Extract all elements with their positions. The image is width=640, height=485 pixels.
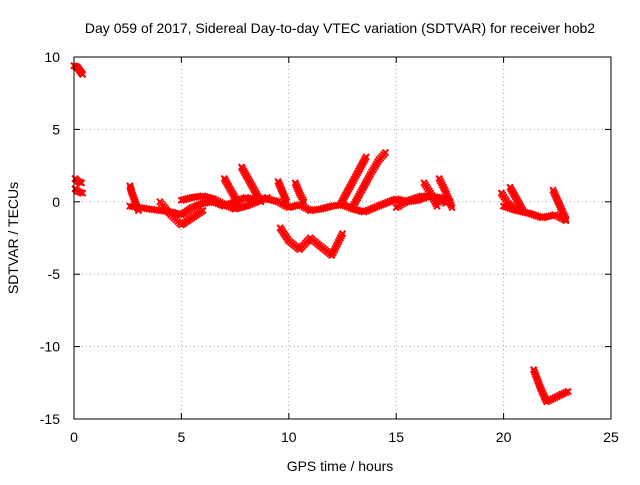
data-point [362,153,370,161]
data-point [77,179,86,187]
x-tick-labels: 0 5 10 15 20 25 [70,429,619,445]
y-tick-label: -10 [40,339,60,355]
data-point [233,198,241,206]
y-axis-label: SDTVAR / TECUs [5,182,21,294]
plot-frame [73,56,612,420]
data-point [282,198,291,206]
x-tick-label: 15 [388,429,404,445]
data-point [78,189,87,197]
y-tick-label: -15 [40,411,60,427]
y-tick-label: 0 [52,194,60,210]
data-point [519,206,527,215]
x-tick-label: 20 [496,429,512,445]
data-point [564,387,572,396]
x-axis-label: GPS time / hours [287,458,394,474]
x-tick-label: 10 [281,429,297,445]
data-point [257,198,265,206]
data-point [78,70,87,79]
y-tick-label: -5 [48,266,61,282]
axis-ticks [73,56,612,420]
data-point [338,229,347,238]
data-point [433,202,441,210]
data-point [199,206,207,215]
chart-title: Day 059 of 2017, Sidereal Day-to-day VTE… [85,20,595,36]
data-point [562,215,570,223]
y-tick-label: 5 [52,121,60,137]
x-tick-label: 5 [178,429,186,445]
data-points [70,61,572,406]
data-point [381,148,390,157]
x-tick-label: 0 [70,429,78,445]
data-point [300,198,308,206]
data-point [263,193,272,202]
y-tick-label: 10 [44,49,60,65]
data-point [448,203,456,212]
x-tick-label: 25 [603,429,619,445]
y-tick-labels: 10 5 0 -5 -10 -15 [40,49,60,427]
